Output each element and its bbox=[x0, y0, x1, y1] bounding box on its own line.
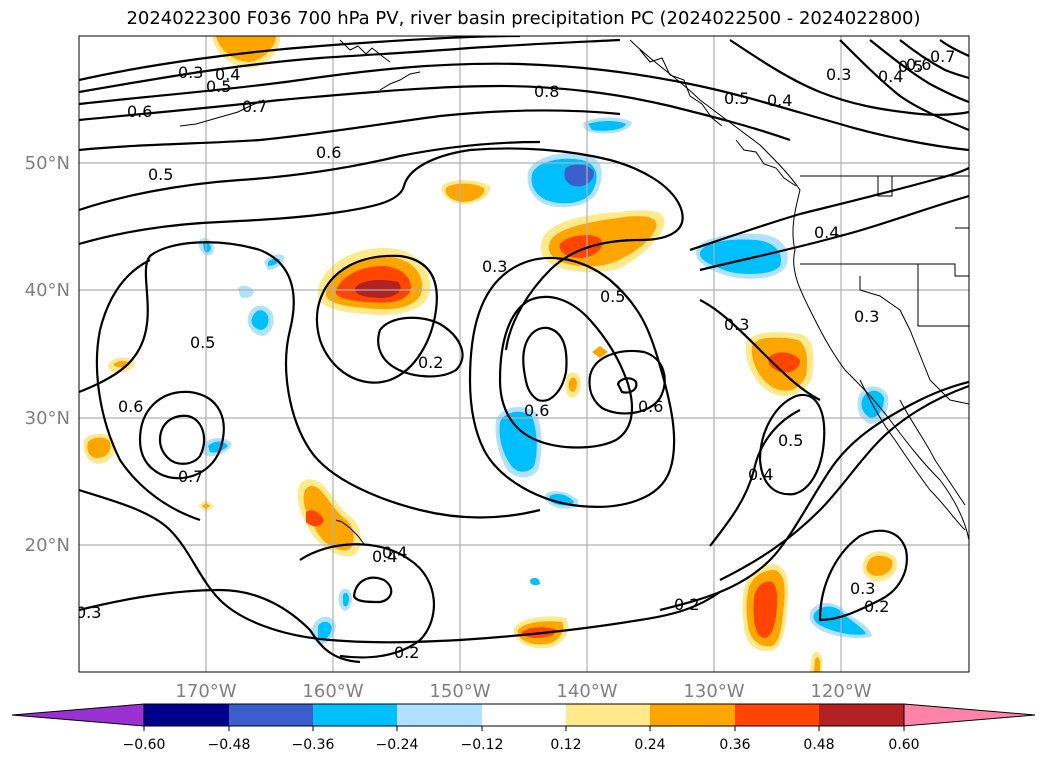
colorbar-segment bbox=[229, 704, 313, 726]
contour-label: 0.3 bbox=[850, 579, 875, 598]
colorbar-segment bbox=[397, 704, 482, 726]
colorbar-segment bbox=[819, 704, 904, 726]
lon-tick-label: 120°W bbox=[810, 681, 871, 702]
lon-tick-labels: 170°W 160°W 150°W 140°W 130°W 120°W bbox=[175, 681, 871, 702]
contour-label: 0.5 bbox=[190, 333, 215, 352]
colorbar-segment bbox=[144, 704, 229, 726]
contour-label: 0.4 bbox=[372, 547, 397, 566]
contour-label: 0.4 bbox=[382, 543, 407, 562]
colorbar: −0.60 −0.48 −0.36 −0.24 −0.12 0.12 0.24 … bbox=[11, 703, 1036, 753]
lat-tick-label: 40°N bbox=[25, 280, 70, 301]
colorbar-tick-label: −0.48 bbox=[208, 737, 251, 753]
colorbar-tick-label: −0.12 bbox=[461, 737, 504, 753]
contour-label: 0.5 bbox=[600, 287, 625, 306]
pv-contours bbox=[79, 36, 969, 664]
lat-tick-label: 20°N bbox=[25, 535, 70, 556]
contour-label: 0.5 bbox=[778, 431, 803, 450]
contour-label: 0.7 bbox=[178, 467, 203, 486]
colorbar-tick-label: 0.48 bbox=[803, 737, 834, 753]
contour-label: 0.2 bbox=[674, 595, 699, 614]
contour-label: 0.6 bbox=[118, 397, 143, 416]
contour-label: 0.8 bbox=[534, 82, 559, 101]
contour-label: 0.3 bbox=[724, 315, 749, 334]
colorbar-tick-label: 0.60 bbox=[888, 737, 919, 753]
contour-label: 0.6 bbox=[127, 102, 152, 121]
contour-label: 0.5 bbox=[898, 57, 923, 76]
contour-label: 0.4 bbox=[748, 465, 773, 484]
contour-label: 0.7 bbox=[930, 47, 955, 66]
colorbar-segment bbox=[313, 704, 397, 726]
colorbar-segment bbox=[650, 704, 735, 726]
contour-label: 0.3 bbox=[178, 63, 203, 82]
lon-tick-label: 140°W bbox=[556, 681, 617, 702]
contour-label: 0.4 bbox=[814, 223, 839, 242]
colorbar-tick-label: −0.60 bbox=[123, 737, 166, 753]
contour-label: 0.4 bbox=[215, 65, 240, 84]
contour-label: 0.5 bbox=[206, 77, 231, 96]
contour-label: 0.6 bbox=[316, 143, 341, 162]
contour-label: 0.2 bbox=[418, 353, 443, 372]
contour-label: 0.3 bbox=[482, 257, 507, 276]
lat-tick-label: 30°N bbox=[25, 408, 70, 429]
contour-label: 0.3 bbox=[826, 65, 851, 84]
contour-label: 0.6 bbox=[524, 401, 549, 420]
contour-label: 0.3 bbox=[76, 603, 101, 622]
colorbar-extend-min bbox=[11, 703, 145, 727]
colorbar-frame bbox=[143, 703, 905, 727]
contour-label: 0.2 bbox=[394, 643, 419, 662]
lon-tick-label: 170°W bbox=[175, 681, 236, 702]
contour-label: 0.5 bbox=[724, 89, 749, 108]
gridlines bbox=[79, 36, 969, 672]
colorbar-segment bbox=[566, 704, 650, 726]
contour-label: 0.6 bbox=[906, 55, 931, 74]
lat-tick-label: 50°N bbox=[25, 153, 70, 174]
lon-tick-label: 130°W bbox=[683, 681, 744, 702]
colorbar-segment bbox=[735, 704, 819, 726]
contour-label: 0.2 bbox=[864, 597, 889, 616]
lat-tick-labels: 20°N 30°N 40°N 50°N bbox=[25, 153, 70, 556]
map-frame bbox=[78, 35, 970, 673]
colorbar-tick-label: −0.36 bbox=[292, 737, 335, 753]
colorbar-tick-label: 0.36 bbox=[719, 737, 750, 753]
colorbar-tick-label: 0.24 bbox=[634, 737, 665, 753]
contour-label: 0.3 bbox=[854, 307, 879, 326]
colorbar-extend-max bbox=[903, 703, 1036, 727]
lon-tick-label: 160°W bbox=[302, 681, 363, 702]
contour-label: 0.7 bbox=[242, 97, 267, 116]
figure-title: 2024022300 F036 700 hPa PV, river basin … bbox=[126, 8, 921, 29]
contour-label: 0.6 bbox=[638, 397, 663, 416]
contour-label: 0.5 bbox=[148, 165, 173, 184]
colorbar-tick-label: 0.12 bbox=[550, 737, 581, 753]
contour-label: 0.4 bbox=[878, 67, 903, 86]
colorbar-segment bbox=[482, 704, 566, 726]
lon-tick-label: 150°W bbox=[429, 681, 490, 702]
colorbar-tick-label: −0.24 bbox=[376, 737, 419, 753]
contour-labels: 0.3 0.4 0.5 0.7 0.6 0.8 0.5 0.4 0.3 0.4 … bbox=[76, 47, 955, 662]
precip-shading-positive bbox=[83, 36, 898, 672]
contour-label: 0.4 bbox=[767, 91, 792, 110]
